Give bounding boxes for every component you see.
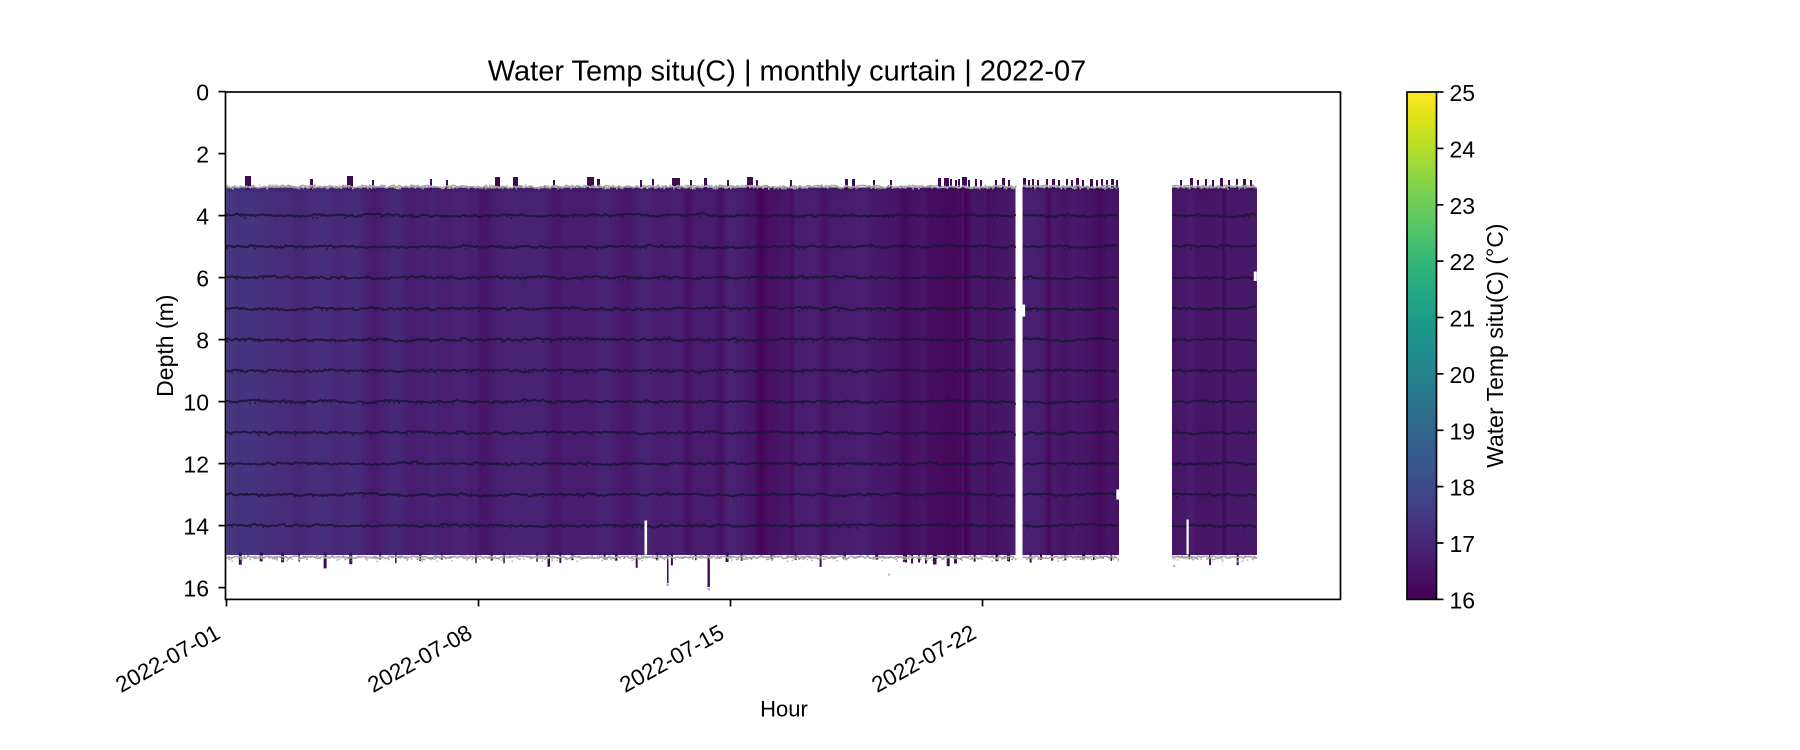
svg-text:10: 10 [183, 390, 209, 416]
svg-text:8: 8 [196, 328, 209, 354]
svg-text:14: 14 [183, 514, 209, 540]
svg-text:19: 19 [1450, 418, 1476, 444]
svg-text:12: 12 [183, 452, 209, 478]
svg-text:18: 18 [1450, 475, 1476, 501]
svg-text:16: 16 [1450, 587, 1476, 613]
svg-text:17: 17 [1450, 531, 1476, 557]
svg-text:20: 20 [1450, 362, 1476, 388]
svg-text:24: 24 [1450, 136, 1476, 162]
svg-text:16: 16 [183, 576, 209, 602]
svg-text:2: 2 [196, 142, 209, 168]
svg-text:23: 23 [1450, 193, 1476, 219]
svg-text:4: 4 [196, 204, 209, 230]
svg-text:0: 0 [196, 80, 209, 106]
svg-text:21: 21 [1450, 306, 1476, 332]
svg-text:Hour: Hour [760, 697, 808, 722]
svg-text:Depth (m): Depth (m) [152, 295, 178, 397]
svg-text:25: 25 [1450, 80, 1476, 106]
svg-text:Water Temp situ(C) (°C): Water Temp situ(C) (°C) [1482, 224, 1508, 468]
svg-text:Water Temp situ(C) | monthly c: Water Temp situ(C) | monthly curtain | 2… [488, 56, 1087, 88]
svg-text:6: 6 [196, 266, 209, 292]
svg-text:22: 22 [1450, 249, 1476, 275]
